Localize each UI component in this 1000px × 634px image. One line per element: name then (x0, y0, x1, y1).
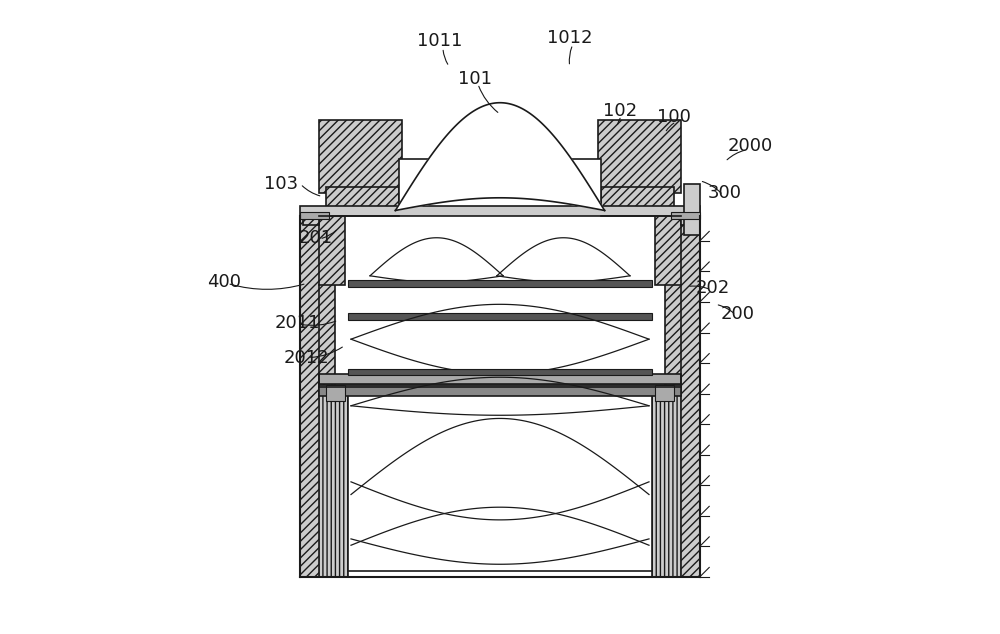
Bar (681, 216, 697, 225)
Text: 300: 300 (708, 184, 742, 202)
Bar (303, 216, 319, 225)
Bar (319, 120, 402, 193)
Text: 100: 100 (657, 108, 691, 126)
Polygon shape (370, 238, 503, 282)
Bar (348, 387, 652, 571)
Bar (348, 280, 652, 287)
Text: 102: 102 (603, 102, 638, 120)
Text: 1012: 1012 (547, 29, 592, 47)
Bar (319, 385, 681, 396)
Text: 1011: 1011 (417, 32, 462, 50)
Bar (652, 387, 681, 577)
Text: 101: 101 (458, 70, 492, 88)
Text: 201: 201 (299, 229, 333, 247)
Bar (399, 158, 601, 212)
Bar (300, 216, 335, 577)
Polygon shape (351, 377, 649, 415)
Bar (300, 206, 700, 216)
Text: 103: 103 (264, 175, 298, 193)
Bar (671, 212, 700, 219)
Bar (300, 212, 329, 219)
Polygon shape (351, 304, 649, 374)
Text: 2011: 2011 (274, 314, 320, 332)
Bar (319, 387, 348, 577)
Bar (319, 374, 681, 384)
Bar (665, 216, 700, 577)
Bar (601, 187, 674, 212)
Bar (655, 385, 674, 401)
Bar (684, 184, 700, 235)
Polygon shape (497, 238, 630, 282)
Text: 400: 400 (207, 273, 241, 291)
Bar (348, 369, 652, 375)
Bar (319, 209, 345, 285)
Bar (326, 187, 399, 212)
Bar (655, 209, 681, 285)
Bar (598, 120, 681, 193)
Bar (348, 313, 652, 320)
Polygon shape (395, 103, 605, 210)
Polygon shape (351, 418, 649, 520)
Text: 2000: 2000 (728, 137, 773, 155)
Text: 202: 202 (695, 280, 730, 297)
Bar (326, 385, 345, 401)
Text: 200: 200 (721, 305, 755, 323)
Polygon shape (351, 507, 649, 564)
Text: 2012: 2012 (284, 349, 329, 367)
